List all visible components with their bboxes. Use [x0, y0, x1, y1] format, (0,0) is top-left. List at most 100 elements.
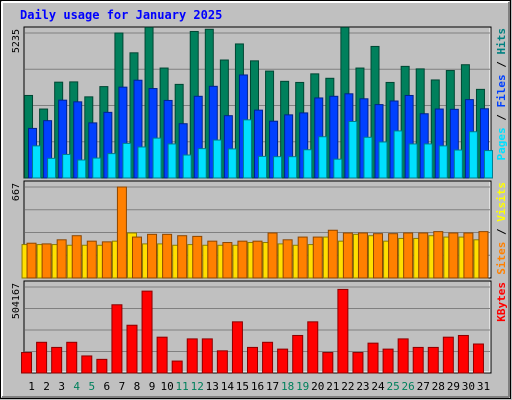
bar-kbytes-day-undefined — [66, 341, 78, 374]
day-label-25: 25 — [386, 380, 399, 393]
bar-kbytes-day-undefined — [412, 346, 424, 374]
day-label-10: 10 — [160, 380, 173, 393]
legend-item-pages: Pages — [495, 127, 508, 160]
legend-separator: / — [495, 222, 508, 242]
bar-sites-day-undefined — [41, 243, 52, 279]
bar-sites-day-undefined — [56, 239, 67, 279]
chart-title: Daily usage for January 2025 — [20, 8, 222, 22]
day-label-9: 9 — [149, 380, 156, 393]
bar-pages-day-23 — [363, 136, 373, 179]
bar-pages-day-8 — [137, 146, 147, 179]
bar-kbytes-day-undefined — [337, 288, 349, 374]
bar-kbytes-day-undefined — [201, 338, 213, 374]
bar-sites-day-undefined — [86, 240, 97, 279]
bar-pages-day-31 — [483, 150, 493, 179]
bar-pages-day-7 — [122, 142, 132, 179]
bar-kbytes-day-undefined — [51, 346, 63, 374]
bar-pages-day-20 — [318, 136, 328, 179]
bar-sites-day-undefined — [403, 232, 414, 279]
bar-pages-day-17 — [273, 156, 283, 179]
bar-pages-day-26 — [408, 143, 418, 179]
legend-panel-2: Sites / Visits — [495, 182, 508, 275]
day-label-19: 19 — [296, 380, 309, 393]
bar-sites-day-undefined — [327, 229, 338, 279]
day-label-8: 8 — [134, 380, 141, 393]
bar-sites-day-undefined — [147, 233, 158, 279]
day-label-15: 15 — [236, 380, 249, 393]
bar-pages-day-30 — [468, 131, 478, 179]
day-label-24: 24 — [371, 380, 385, 393]
day-label-20: 20 — [311, 380, 324, 393]
bar-pages-day-11 — [182, 154, 192, 179]
bar-sites-day-undefined — [252, 240, 263, 279]
bar-kbytes-day-undefined — [292, 334, 304, 374]
bar-kbytes-day-undefined — [307, 321, 319, 374]
bar-kbytes-day-undefined — [457, 334, 469, 374]
day-label-16: 16 — [251, 380, 264, 393]
day-label-21: 21 — [326, 380, 339, 393]
legend-panel-3: KBytes — [495, 282, 508, 322]
day-label-13: 13 — [206, 380, 219, 393]
bar-sites-day-undefined — [433, 231, 444, 279]
day-label-1: 1 — [28, 380, 35, 393]
bar-pages-day-21 — [333, 158, 343, 179]
bar-pages-day-10 — [167, 143, 177, 179]
bar-sites-day-undefined — [131, 236, 142, 279]
legend-item-kbytes: KBytes — [495, 282, 508, 322]
bar-kbytes-day-undefined — [397, 338, 409, 374]
legend-item-hits: Hits — [495, 28, 508, 55]
bar-pages-day-28 — [438, 145, 448, 179]
bar-pages-day-9 — [152, 137, 162, 179]
bar-sites-day-undefined — [177, 235, 188, 279]
day-label-17: 17 — [266, 380, 279, 393]
bar-kbytes-day-undefined — [216, 350, 228, 374]
bar-kbytes-day-undefined — [367, 342, 379, 374]
bar-sites-day-undefined — [101, 241, 112, 279]
bar-kbytes-day-undefined — [322, 352, 334, 374]
day-label-7: 7 — [119, 380, 126, 393]
day-label-29: 29 — [447, 380, 460, 393]
bar-sites-day-undefined — [267, 232, 278, 279]
bar-sites-day-undefined — [192, 235, 203, 279]
day-label-11: 11 — [176, 380, 189, 393]
chart-panel-2: 667 Sites / Visits — [11, 180, 508, 279]
day-label-23: 23 — [356, 380, 369, 393]
chart-panel-3: 504167 KBytes — [11, 280, 508, 374]
legend-item-sites: Sites — [495, 242, 508, 275]
bar-sites-day-undefined — [237, 240, 248, 279]
bar-kbytes-day-undefined — [186, 338, 198, 374]
bar-pages-day-3 — [62, 153, 72, 179]
bar-pages-day-25 — [393, 130, 403, 179]
x-axis-day-labels: 1 2 3 4 5 6 7 8 9 10 11 12 13 14 15 16 17 18 19 20 21 22 23 24 2… — [28, 380, 490, 393]
bar-pages-day-19 — [303, 149, 313, 179]
day-label-26: 26 — [402, 380, 415, 393]
legend-item-files: Files — [495, 74, 508, 107]
bar-sites-day-undefined — [388, 233, 399, 279]
day-label-18: 18 — [281, 380, 294, 393]
bar-sites-day-undefined — [297, 236, 308, 279]
bar-pages-day-29 — [453, 149, 463, 179]
bar-kbytes-day-undefined — [247, 346, 258, 374]
bar-kbytes-day-undefined — [442, 336, 454, 374]
legend-panel-1: Pages / Files / Hits — [495, 28, 508, 161]
bar-pages-day-27 — [423, 143, 433, 179]
bar-pages-day-5 — [92, 157, 102, 179]
bar-sites-day-undefined — [373, 233, 384, 279]
bar-sites-day-undefined — [207, 240, 218, 279]
bar-pages-day-18 — [288, 156, 298, 179]
bar-pages-day-12 — [197, 148, 207, 179]
bar-sites-day-undefined — [312, 236, 323, 279]
bar-sites-day-undefined — [357, 232, 368, 279]
bar-sites-day-undefined — [116, 186, 127, 279]
bar-kbytes-day-undefined — [231, 321, 243, 374]
bar-kbytes-day-undefined — [427, 346, 439, 374]
bar-pages-day-22 — [348, 120, 358, 179]
day-label-22: 22 — [341, 380, 354, 393]
bar-kbytes-day-undefined — [472, 343, 484, 374]
bar-pages-day-1 — [32, 145, 42, 179]
day-label-14: 14 — [221, 380, 235, 393]
y-axis-max-label: 504167 — [11, 283, 22, 319]
bar-kbytes-day-undefined — [382, 348, 394, 374]
bar-pages-day-13 — [212, 139, 222, 179]
